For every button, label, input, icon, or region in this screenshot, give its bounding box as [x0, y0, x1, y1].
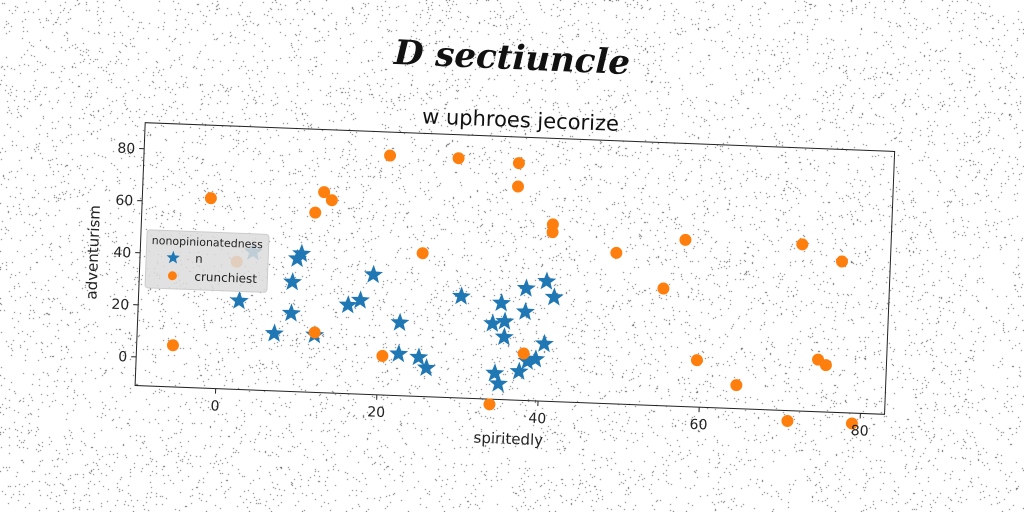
point-crunchiest-23: [796, 238, 809, 251]
point-crunchiest-26: [819, 359, 832, 372]
x-tick-label-60: 60: [689, 417, 707, 434]
point-crunchiest-19: [679, 233, 692, 246]
x-axis-label: spiritedly: [473, 429, 543, 450]
ticks-layer: 0 20 40 60 80 0 20 40 60 80: [111, 141, 869, 440]
y-tick-label-60: 60: [115, 193, 133, 210]
legend-label-crunchiest: crunchiest: [194, 270, 257, 286]
chart-group: 0 20 40 60 80 0 20 40 60 80 w uphroes jecorize sp…: [82, 104, 896, 450]
y-tick-label-80: 80: [117, 141, 135, 158]
point-n-11: [390, 312, 410, 332]
point-n-24: [515, 301, 535, 321]
point-crunchiest-24: [835, 255, 848, 268]
point-n-12: [389, 343, 409, 363]
point-n-17: [492, 293, 512, 312]
legend: nonopinionatedness n crunchiest: [144, 229, 270, 293]
point-crunchiest-14: [546, 226, 559, 239]
marks-layer: [166, 149, 858, 430]
point-crunchiest-15: [517, 347, 530, 360]
point-n-3: [283, 272, 303, 291]
point-n-13: [409, 347, 429, 366]
point-n-21: [488, 373, 508, 393]
point-crunchiest-7: [384, 149, 397, 162]
point-crunchiest-21: [730, 379, 743, 392]
point-crunchiest-8: [376, 349, 389, 362]
legend-marker-crunchiest: [167, 271, 177, 281]
point-n-19: [494, 327, 514, 346]
legend-items: n crunchiest: [166, 250, 258, 286]
x-tick-label-20: 20: [367, 404, 385, 421]
point-crunchiest-5: [325, 194, 338, 207]
point-crunchiest-9: [416, 247, 429, 260]
point-n-10: [364, 264, 384, 284]
legend-marker-n: [166, 250, 180, 264]
x-tick-label-40: 40: [528, 411, 546, 428]
point-n-5: [281, 303, 301, 322]
point-crunchiest-17: [610, 246, 623, 259]
point-crunchiest-10: [452, 152, 465, 165]
point-n-8: [338, 295, 358, 314]
point-n-15: [451, 286, 471, 305]
legend-title: nonopinionatedness: [152, 234, 264, 251]
point-n-20: [485, 363, 505, 382]
point-n-16: [483, 313, 503, 332]
point-crunchiest-0: [166, 339, 179, 352]
point-n-27: [537, 271, 557, 290]
point-n-23: [516, 278, 536, 297]
y-tick-label-40: 40: [113, 245, 131, 262]
x-tick-label-80: 80: [850, 423, 868, 440]
point-n-28: [544, 287, 564, 306]
point-crunchiest-16: [483, 398, 496, 411]
point-crunchiest-18: [657, 282, 670, 295]
point-crunchiest-27: [845, 417, 858, 430]
point-crunchiest-3: [309, 206, 322, 219]
point-n-2: [292, 243, 312, 263]
legend-label-n: n: [195, 252, 203, 266]
point-n-25: [518, 351, 538, 370]
point-n-29: [534, 333, 554, 353]
y-axis-label: adventurism: [82, 205, 104, 300]
point-crunchiest-4: [318, 186, 331, 199]
point-n-4: [229, 290, 249, 310]
point-crunchiest-20: [690, 354, 703, 367]
point-crunchiest-11: [512, 157, 525, 170]
point-crunchiest-6: [308, 326, 321, 339]
point-n-14: [416, 358, 436, 377]
plot-frame: [134, 122, 896, 415]
y-tick-label-0: 0: [118, 349, 128, 365]
point-n-26: [526, 349, 546, 368]
point-crunchiest-12: [512, 180, 525, 193]
point-n-9: [350, 290, 370, 309]
point-crunchiest-22: [781, 414, 794, 427]
chart-title: w uphroes jecorize: [422, 104, 620, 136]
point-n-6: [264, 323, 284, 342]
point-n-18: [495, 311, 515, 330]
x-tick-label-0: 0: [210, 398, 220, 414]
point-crunchiest-1: [204, 192, 217, 205]
point-n-22: [509, 361, 529, 380]
y-tick-label-20: 20: [111, 297, 129, 314]
